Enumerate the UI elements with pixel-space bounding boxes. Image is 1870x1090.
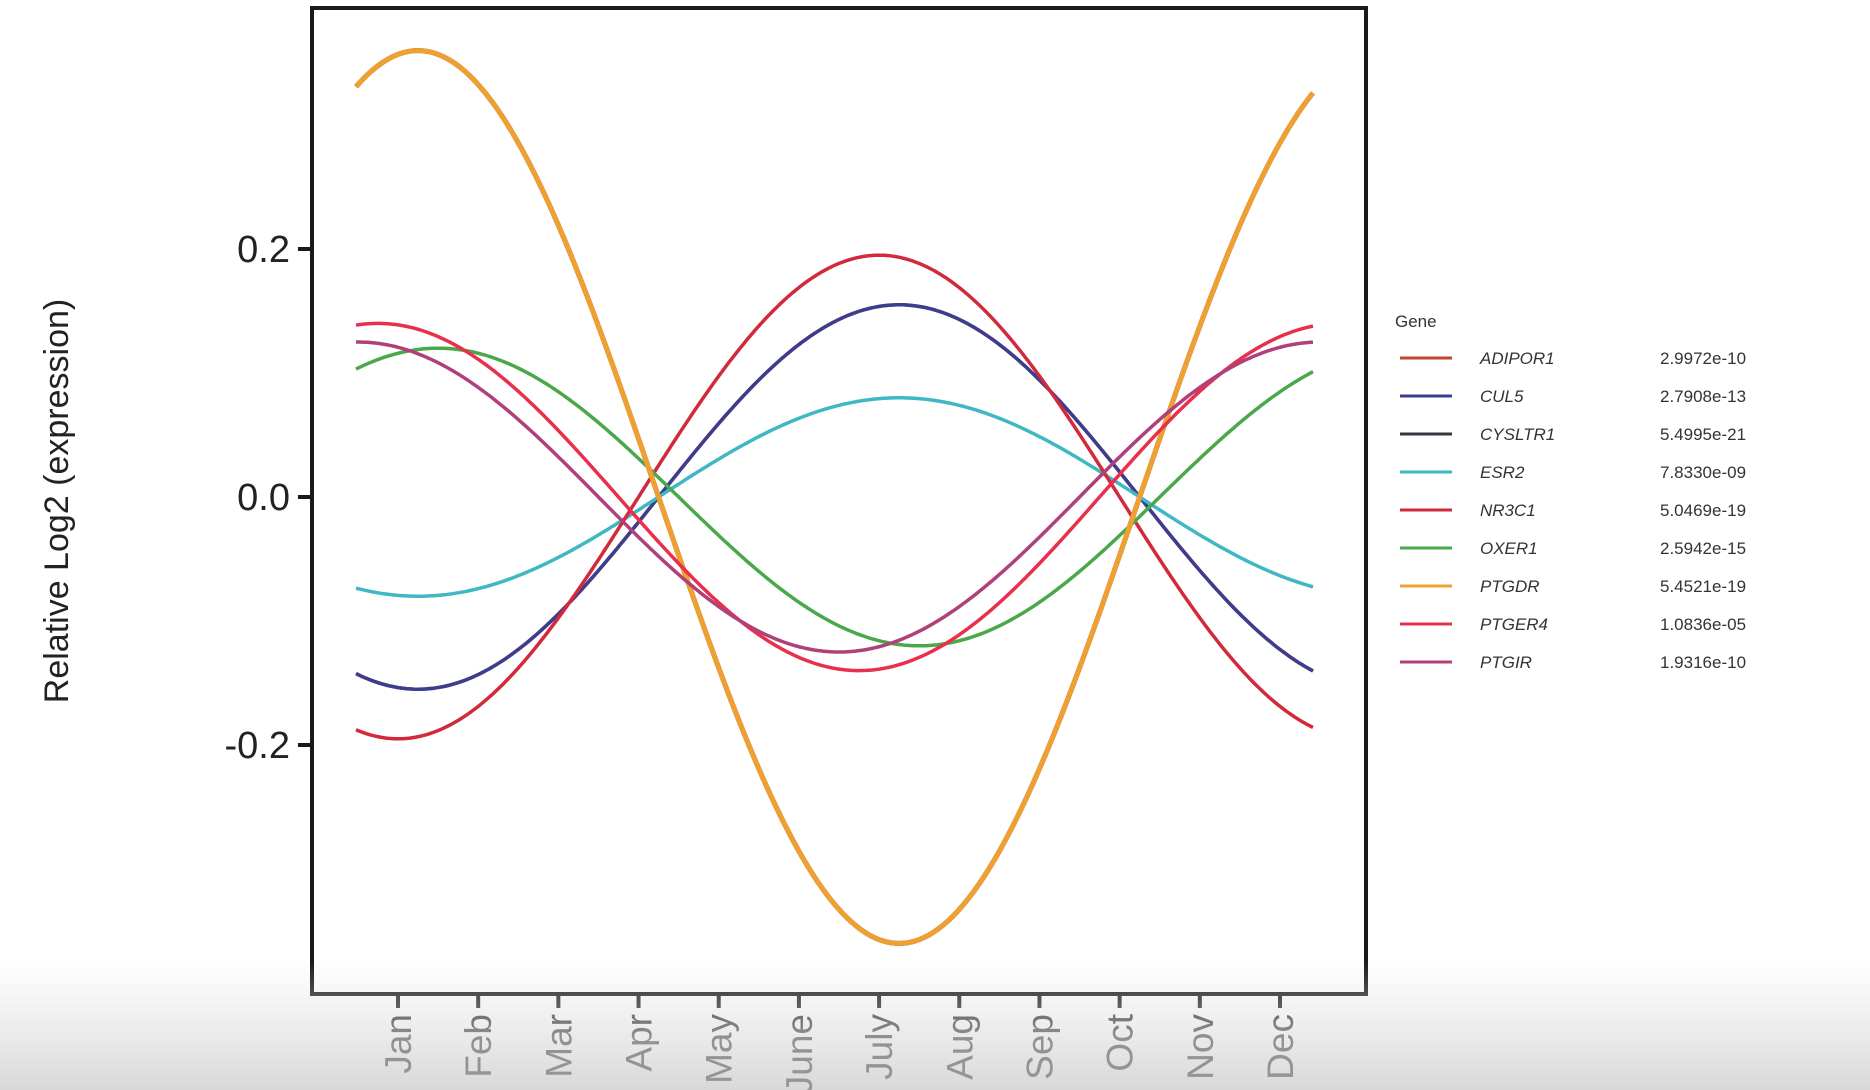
legend-gene-name: CUL5 bbox=[1480, 387, 1524, 406]
legend-gene-name: PTGIR bbox=[1480, 653, 1532, 672]
y-axis: -0.2 0.0 0.2 bbox=[225, 229, 312, 767]
legend-pvalue: 1.0836e-05 bbox=[1660, 615, 1746, 634]
series-line-ptgir bbox=[356, 340, 1314, 654]
x-tick-label: Mar bbox=[538, 1014, 579, 1078]
legend-pvalue: 2.5942e-15 bbox=[1660, 539, 1746, 558]
plot-panel bbox=[310, 6, 1368, 996]
legend: Gene ADIPOR1 2.9972e-10 CUL5 2.7908e-13 CYSL… bbox=[1395, 312, 1746, 672]
legend-pvalue: 7.8330e-09 bbox=[1660, 463, 1746, 482]
legend-gene-name: OXER1 bbox=[1480, 539, 1538, 558]
legend-gene-name: NR3C1 bbox=[1480, 501, 1536, 520]
legend-gene-name: ESR2 bbox=[1480, 463, 1525, 482]
legend-pvalue: 5.4995e-21 bbox=[1660, 425, 1746, 444]
y-tick-label: 0.0 bbox=[237, 477, 290, 519]
legend-gene-name: CYSLTR1 bbox=[1480, 425, 1555, 444]
series-line-nr3c1 bbox=[355, 253, 1314, 741]
legend-pvalue: 1.9316e-10 bbox=[1660, 653, 1746, 672]
y-tick-label: 0.2 bbox=[237, 229, 290, 271]
x-tick-label: Nov bbox=[1180, 1014, 1221, 1080]
x-tick-label: July bbox=[859, 1014, 900, 1080]
x-tick-label: Jan bbox=[378, 1014, 419, 1074]
legend-pvalue: 2.9972e-10 bbox=[1660, 349, 1746, 368]
x-tick-label: Dec bbox=[1260, 1014, 1301, 1080]
legend-pvalue: 5.0469e-19 bbox=[1660, 501, 1746, 520]
series-line-ptgdr bbox=[354, 48, 1315, 946]
y-axis-title: Relative Log2 (expression) bbox=[38, 299, 76, 703]
series-line-cul5 bbox=[355, 303, 1314, 691]
series-line-esr2 bbox=[355, 396, 1314, 598]
legend-gene-name: PTGER4 bbox=[1480, 615, 1548, 634]
y-tick-label: -0.2 bbox=[225, 725, 290, 767]
x-tick-label: Aug bbox=[939, 1014, 980, 1080]
legend-pvalue: 5.4521e-19 bbox=[1660, 577, 1746, 596]
series-line-oxer1 bbox=[355, 346, 1314, 648]
x-tick-label: Sep bbox=[1019, 1014, 1060, 1080]
x-tick-label: Oct bbox=[1100, 1013, 1141, 1071]
x-tick-label: Feb bbox=[458, 1014, 499, 1078]
legend-pvalue: 2.7908e-13 bbox=[1660, 387, 1746, 406]
x-axis: Jan Feb Mar Apr May June July Aug Sep Oct Nov Dec bbox=[378, 994, 1301, 1090]
series-line-ptger4 bbox=[355, 321, 1314, 673]
legend-gene-name: PTGDR bbox=[1480, 577, 1540, 596]
series-lines bbox=[354, 48, 1315, 946]
legend-title: Gene bbox=[1395, 312, 1437, 331]
x-tick-label: Apr bbox=[619, 1014, 660, 1072]
legend-gene-name: ADIPOR1 bbox=[1479, 349, 1555, 368]
x-tick-label: June bbox=[779, 1014, 820, 1090]
x-tick-label: May bbox=[699, 1014, 740, 1084]
